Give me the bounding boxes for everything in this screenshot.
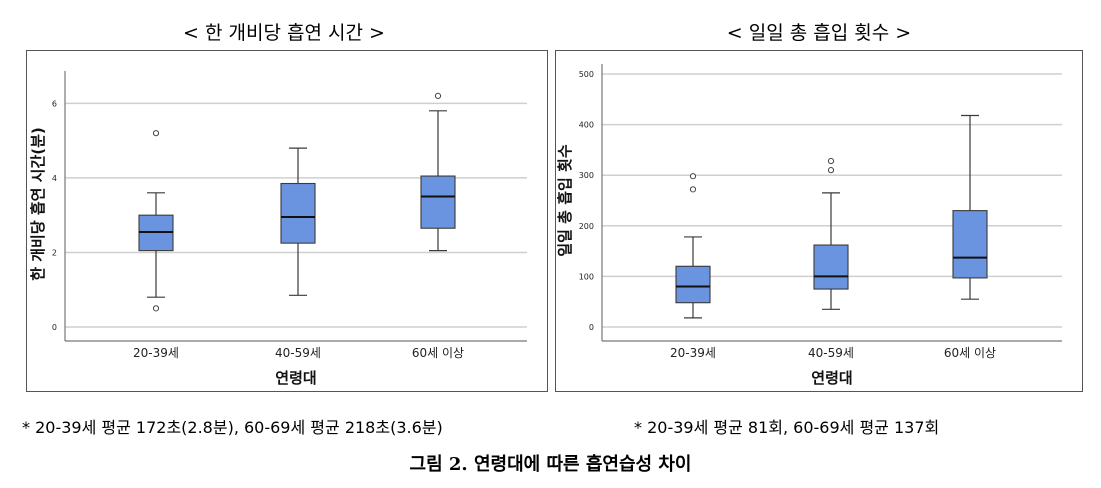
y-tick-label: 100 <box>579 272 594 281</box>
chart-title-left: < 한 개비당 흡연 시간 > <box>183 22 385 44</box>
chart-title-right: < 일일 총 흡입 횟수 > <box>726 22 912 44</box>
y-tick-label: 4 <box>52 174 57 183</box>
y-axis-title: 일일 총 흡입 횟수 <box>556 144 574 256</box>
x-tick-label: 60세 이상 <box>944 346 996 360</box>
box-iqr <box>675 265 711 304</box>
note-right: * 20-39세 평균 81회, 60-69세 평균 137회 <box>634 418 940 437</box>
x-tick-label: 60세 이상 <box>412 346 464 360</box>
y-tick-label: 0 <box>52 323 57 332</box>
x-tick-label: 40-59세 <box>275 346 321 360</box>
box-iqr <box>420 175 456 229</box>
outlier-point <box>689 173 697 180</box>
note-left: * 20-39세 평균 172초(2.8분), 60-69세 평균 218초(3… <box>22 418 443 437</box>
y-tick-label: 500 <box>579 70 594 79</box>
box-iqr <box>280 182 316 244</box>
box-iqr <box>813 244 849 290</box>
outlier-point <box>434 92 442 100</box>
outlier-point <box>152 130 160 137</box>
x-axis-title: 연령대 <box>811 369 852 387</box>
y-tick-label: 200 <box>579 222 594 231</box>
box-1 <box>675 173 711 319</box>
outlier-point <box>152 305 160 312</box>
x-axis-title: 연령대 <box>275 369 316 387</box>
x-tick-label: 20-39세 <box>133 346 179 360</box>
figure-caption: 그림 2. 연령대에 따른 흡연습성 차이 <box>409 454 692 475</box>
outlier-point <box>827 157 835 165</box>
x-tick-label: 40-59세 <box>808 346 854 360</box>
x-tick-label: 20-39세 <box>670 346 716 360</box>
box-3 <box>952 114 988 300</box>
outlier-point <box>689 186 697 193</box>
box-3 <box>420 92 456 252</box>
box-2 <box>280 147 316 296</box>
outlier-point <box>827 167 835 174</box>
y-tick-label: 6 <box>52 99 57 108</box>
box-2 <box>813 157 849 310</box>
y-tick-label: 400 <box>579 121 594 130</box>
y-tick-label: 300 <box>579 171 594 180</box>
box-1 <box>138 130 174 312</box>
y-tick-label: 0 <box>589 323 594 332</box>
box-iqr <box>952 210 988 279</box>
y-axis-title: 한 개비당 흡연 시간(분) <box>29 127 47 281</box>
y-tick-label: 2 <box>52 248 57 257</box>
